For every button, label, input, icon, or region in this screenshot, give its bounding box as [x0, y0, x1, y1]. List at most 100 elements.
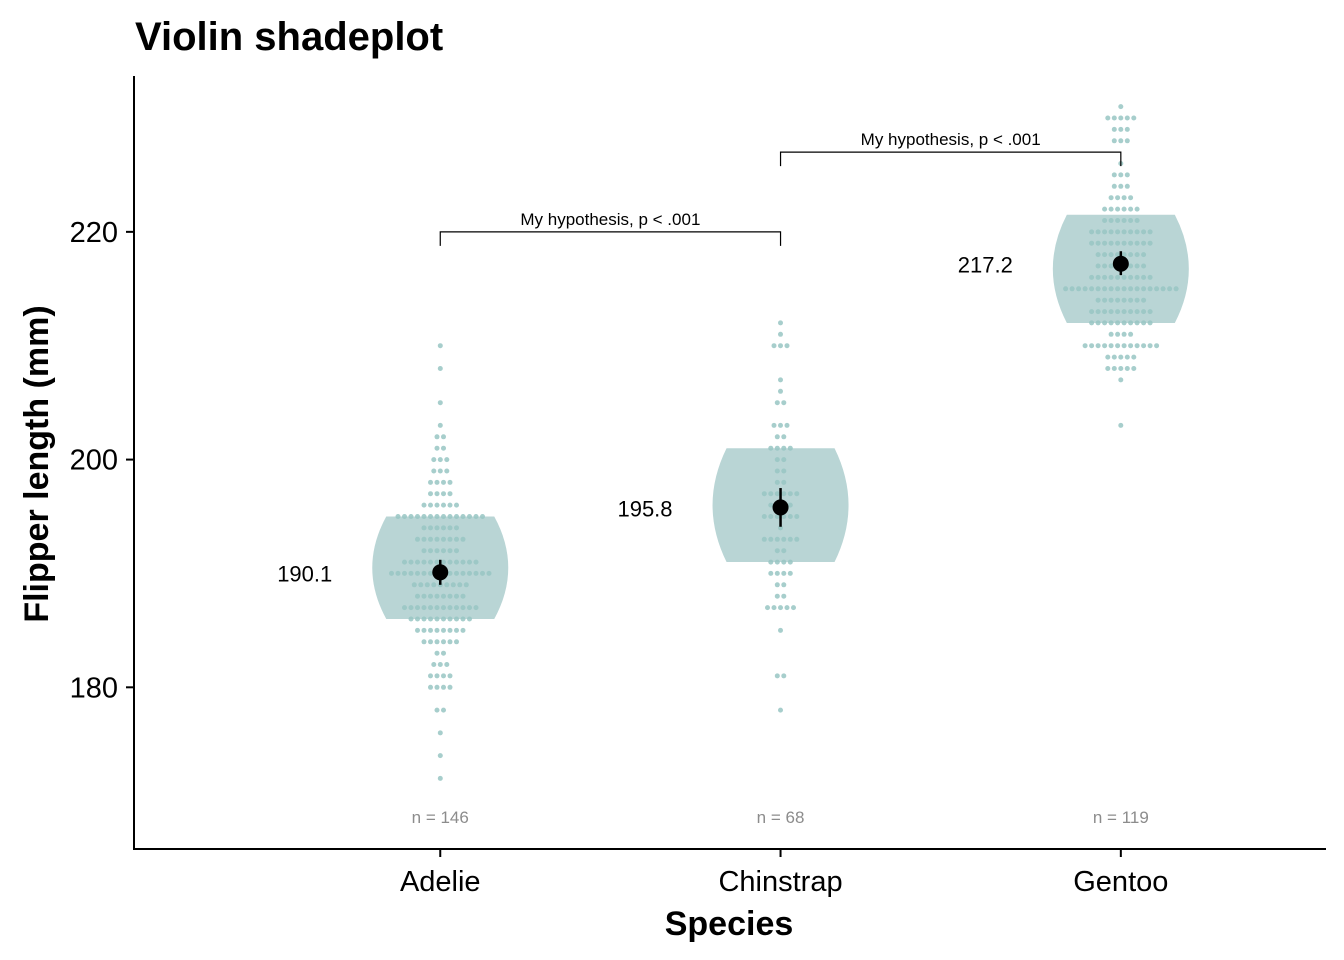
data-point [437, 400, 443, 406]
data-point [1124, 354, 1130, 360]
data-point [1108, 343, 1114, 349]
data-point [787, 491, 793, 497]
data-point [460, 536, 466, 542]
data-point [1128, 195, 1134, 201]
data-point [457, 582, 463, 588]
data-point [774, 514, 780, 519]
data-point [434, 707, 440, 713]
data-point [441, 525, 446, 531]
data-point [1134, 206, 1140, 212]
data-point [761, 536, 767, 542]
data-point [467, 559, 472, 565]
x-axis-title: Species [665, 905, 794, 943]
data-point [434, 673, 440, 679]
data-point [1089, 240, 1095, 246]
data-point [1095, 286, 1101, 292]
data-point [402, 559, 407, 565]
data-point [1108, 297, 1114, 303]
data-point [415, 593, 420, 599]
data-point [408, 514, 414, 519]
data-point [421, 559, 427, 565]
data-point [402, 570, 407, 576]
data-point [428, 502, 433, 508]
y-axis-title: Flipper length (mm) [18, 305, 56, 622]
data-point [1121, 195, 1127, 201]
data-point [1095, 343, 1101, 349]
data-point [1069, 286, 1075, 292]
data-point [415, 536, 420, 542]
data-point [473, 514, 479, 519]
data-point [1141, 263, 1147, 269]
data-point [781, 514, 787, 519]
data-point [1102, 320, 1108, 326]
data-point [1141, 240, 1147, 246]
data-point [454, 605, 459, 611]
data-point [1118, 422, 1124, 428]
data-point [1082, 343, 1088, 349]
data-point [1111, 115, 1117, 121]
comparison-bracket [779, 151, 1122, 167]
data-point [784, 343, 790, 349]
data-point [1121, 286, 1127, 292]
data-point [411, 582, 417, 588]
data-point [408, 570, 414, 576]
data-point [437, 753, 443, 759]
data-point [781, 593, 787, 599]
annotation-layer: n = 146 n = 68 n = 119 My hypothesis, p < .… [412, 130, 1149, 827]
data-point [441, 536, 446, 542]
data-point [1141, 252, 1147, 258]
data-point [415, 605, 420, 611]
data-point [1111, 138, 1117, 144]
data-point [1115, 206, 1121, 212]
data-point [415, 616, 420, 622]
data-point [768, 491, 774, 497]
data-point [1089, 320, 1095, 326]
data-point [441, 548, 446, 554]
data-point [781, 536, 787, 542]
data-point [794, 514, 800, 519]
data-point [1115, 252, 1121, 258]
data-point [473, 605, 479, 611]
data-point [1089, 343, 1095, 349]
data-point [787, 536, 793, 542]
data-point [1134, 263, 1140, 269]
data-point [447, 514, 453, 519]
data-point [794, 536, 800, 542]
data-point [421, 514, 427, 519]
data-point [434, 650, 440, 656]
data-point [1089, 274, 1095, 280]
data-point [787, 559, 793, 565]
data-point [1147, 286, 1153, 292]
data-point [1118, 172, 1124, 178]
data-point [1121, 297, 1127, 303]
data-point [1102, 229, 1108, 235]
data-point [463, 582, 469, 588]
data-point [778, 707, 783, 713]
data-point [415, 559, 420, 565]
data-point [1141, 274, 1147, 280]
data-point [1121, 343, 1127, 349]
mean-label: 195.8 [617, 496, 672, 521]
data-point [1124, 183, 1130, 189]
data-point [1095, 252, 1101, 258]
data-point [1095, 240, 1101, 246]
data-point [1134, 309, 1140, 315]
data-point [434, 536, 440, 542]
data-point [1115, 309, 1121, 315]
data-point [434, 605, 440, 611]
data-point [428, 684, 433, 690]
data-point [431, 662, 437, 667]
n-label: n = 146 [412, 808, 469, 827]
data-point [441, 514, 446, 519]
data-point [1131, 366, 1137, 371]
data-point [1115, 240, 1121, 246]
data-point [1115, 229, 1121, 235]
data-point [460, 559, 466, 565]
data-point [771, 605, 777, 611]
data-point [1111, 354, 1117, 360]
data-point [434, 491, 440, 497]
data-point [1105, 354, 1111, 360]
data-point [1108, 229, 1114, 235]
data-point [434, 514, 440, 519]
data-point [774, 582, 780, 588]
